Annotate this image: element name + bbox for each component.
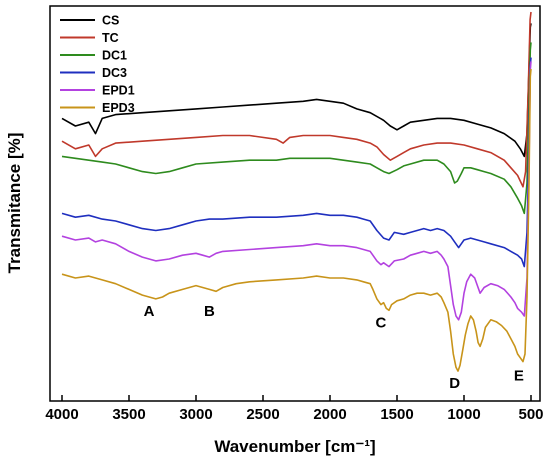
legend-label-tc: TC — [102, 31, 119, 45]
legend-label-cs: CS — [102, 14, 119, 28]
x-tick-label: 4000 — [45, 406, 78, 423]
series-line-epd3 — [61, 68, 532, 372]
x-tick-label: 3000 — [179, 406, 212, 423]
x-axis-label: Wavenumber [cm⁻¹] — [214, 437, 375, 456]
x-tick-label: 3500 — [112, 406, 145, 423]
x-tick-label: 1000 — [447, 406, 480, 423]
x-tick-label: 500 — [518, 406, 543, 423]
peak-label-b: B — [204, 303, 215, 320]
peak-label-e: E — [514, 368, 524, 385]
plot-frame — [49, 5, 541, 402]
legend-label-epd3: EPD3 — [102, 101, 135, 115]
peak-label-d: D — [449, 375, 460, 392]
series-layer — [61, 11, 532, 372]
legend-label-dc1: DC1 — [102, 49, 127, 63]
x-tick-label: 2500 — [246, 406, 279, 423]
legend-label-epd1: EPD1 — [102, 84, 135, 98]
x-ticks: 4000 3500 3000 2500 2000 1500 1000 500 — [45, 395, 544, 423]
legend-label-dc3: DC3 — [102, 66, 127, 80]
series-line-dc3 — [61, 57, 532, 268]
series-line-cs — [61, 23, 532, 158]
peak-label-c: C — [375, 314, 386, 331]
series-line-epd1 — [61, 61, 532, 321]
peak-label-a: A — [144, 303, 155, 320]
series-line-tc — [61, 11, 532, 188]
series-line-dc1 — [61, 42, 532, 215]
legend: CS TC DC1 DC3 EPD1 EPD3 — [60, 14, 135, 115]
annotations: A B C D E — [144, 303, 524, 392]
x-tick-label: 2000 — [313, 406, 346, 423]
y-axis-label: Transmitance [%] — [5, 133, 24, 274]
x-tick-label: 1500 — [380, 406, 413, 423]
